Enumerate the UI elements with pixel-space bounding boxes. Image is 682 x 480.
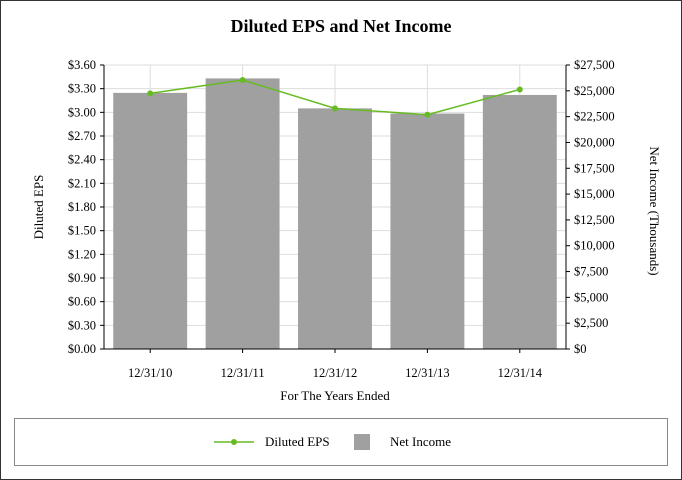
point-diluted-eps [147,90,154,97]
left-tick-label: $0.00 [68,342,96,356]
right-tick-label: $10,000 [574,239,615,253]
right-tick-label: $7,500 [574,265,608,279]
right-tick-label: $0 [574,342,587,356]
left-tick-label: $1.20 [68,247,96,261]
tick-labels: $0.00 $0.30 $0.60 $0.90 $1.20 $1.50 $1.80 $2.10… [68,58,615,380]
point-diluted-eps [424,111,431,118]
x-tick-label: 12/31/13 [405,366,449,380]
right-tick-label: $17,500 [574,161,615,175]
right-tick-label: $20,000 [574,135,615,149]
x-tick-label: 12/31/10 [128,366,172,380]
left-tick-label: $2.10 [68,176,96,190]
x-tick-label: 12/31/11 [221,366,265,380]
left-axis-title: Diluted EPS [31,175,46,240]
right-tick-label: $2,500 [574,316,608,330]
left-tick-label: $2.40 [68,153,96,167]
left-tick-label: $1.80 [68,200,96,214]
line-series [147,76,523,118]
left-tick-label: $2.70 [68,129,96,143]
left-tick-label: $3.00 [68,105,96,119]
left-tick-label: $0.60 [68,295,96,309]
bar-series [113,78,557,350]
x-tick-label: 12/31/14 [498,366,543,380]
bar-net-income [298,108,372,349]
chart-title: Diluted EPS and Net Income [230,16,452,36]
bar-net-income [113,92,188,349]
left-tick-label: $3.30 [68,82,96,96]
x-axis-title: For The Years Ended [280,388,390,403]
right-tick-label: $12,500 [574,213,615,227]
x-tick-label: 12/31/12 [313,366,357,380]
point-diluted-eps [516,86,523,93]
right-tick-label: $15,000 [574,187,615,201]
point-diluted-eps [239,76,246,83]
bar-net-income [205,78,280,350]
legend [14,418,668,466]
right-tick-label: $5,000 [574,290,608,304]
right-tick-label: $25,000 [574,84,615,98]
bar-net-income [482,94,557,349]
left-tick-label: $0.90 [68,271,96,285]
left-tick-label: $1.50 [68,224,96,238]
right-axis-title: Net Income (Thousands) [647,146,662,275]
right-tick-label: $22,500 [574,110,615,124]
point-diluted-eps [332,105,338,112]
bar-net-income [390,113,465,350]
right-tick-label: $27,500 [574,58,615,72]
left-tick-label: $0.30 [68,318,96,332]
left-tick-label: $3.60 [68,58,96,72]
